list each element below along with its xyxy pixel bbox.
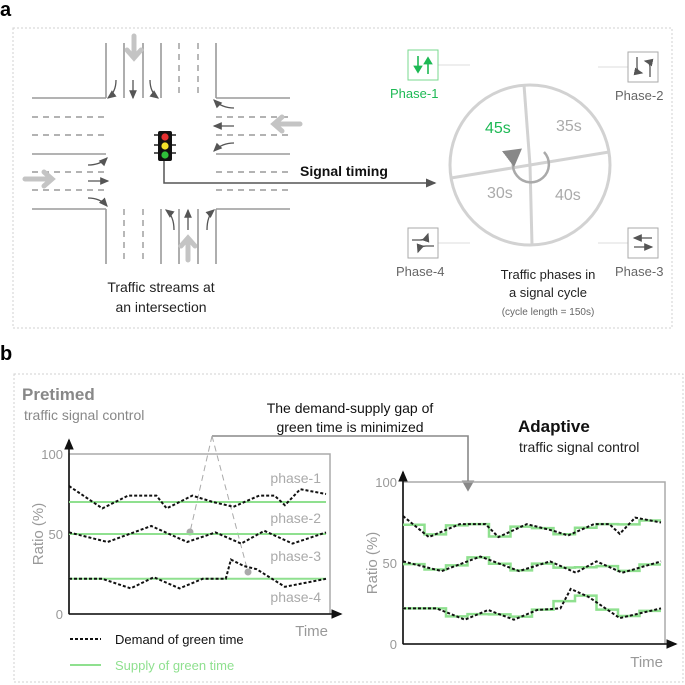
- signal-timing-arrow: [163, 161, 437, 188]
- y-tick-label: 100: [41, 447, 63, 462]
- demand-line: [68, 485, 327, 510]
- panel-a-frame: [12, 27, 673, 329]
- intersection-caption-1: Traffic streams at: [107, 279, 214, 295]
- phase-1-label: Phase-1: [390, 86, 438, 101]
- intersection-diagram: [22, 33, 437, 264]
- y-axis-label: Ratio (%): [364, 532, 381, 595]
- phase-3-label: Phase-3: [615, 264, 663, 279]
- north-south-left-turn-icon: [627, 51, 659, 83]
- east-west-through-icon: [627, 227, 659, 259]
- cycle-length: (cycle length = 150s): [502, 307, 595, 318]
- pretimed-chart: 0 50 100 Ratio (%) Time: [30, 438, 343, 640]
- phase-1-duration: 45s: [485, 120, 511, 137]
- phase-4-duration: 30s: [487, 185, 513, 202]
- pretimed-title: Pretimed: [22, 385, 95, 404]
- phase-4-line-label: phase-4: [270, 589, 321, 605]
- supply-step-line: [403, 519, 661, 538]
- demand-line: [402, 515, 662, 539]
- adaptive-title: Adaptive: [518, 417, 590, 436]
- y-tick-label: 0: [56, 607, 63, 622]
- demand-line: [402, 555, 662, 574]
- x-axis-label: Time: [295, 623, 328, 640]
- y-tick-label: 50: [49, 527, 63, 542]
- east-west-left-turn-icon: [407, 227, 439, 259]
- cycle-rotation-icon: [502, 148, 551, 184]
- supply-step-line: [403, 556, 661, 573]
- phase-3-duration: 40s: [555, 187, 581, 204]
- y-tick-label: 0: [390, 637, 397, 652]
- adaptive-chart: 0 50 100 Ratio (%) Time: [364, 470, 678, 671]
- cycle-caption-2: a signal cycle: [509, 285, 587, 300]
- demand-line: [403, 587, 662, 621]
- supply-step-line: [403, 594, 661, 618]
- legend-supply-label: Supply of green time: [115, 658, 234, 673]
- gap-pointer-lines: [189, 435, 249, 573]
- phase-2-line-label: phase-2: [270, 510, 321, 526]
- signal-cycle-wheel: [438, 64, 628, 247]
- x-axis-label: Time: [630, 654, 663, 671]
- pretimed-subtitle: traffic signal control: [24, 407, 144, 423]
- phase-1-line-label: phase-1: [270, 470, 321, 486]
- cycle-caption-1: Traffic phases in: [501, 267, 596, 282]
- y-tick-label: 100: [375, 475, 397, 490]
- north-south-through-icon: [407, 49, 439, 81]
- panel-b-frame: [13, 373, 684, 683]
- panel-a-label: a: [0, 0, 12, 21]
- intersection-caption-2: an intersection: [115, 299, 206, 315]
- phase-2-duration: 35s: [556, 118, 582, 135]
- phase-3-line-label: phase-3: [270, 548, 321, 564]
- y-axis-label: Ratio (%): [30, 503, 47, 566]
- callout-line-2: green time is minimized: [276, 419, 423, 435]
- panel-b-label: b: [0, 343, 12, 365]
- signal-timing-label: Signal timing: [300, 163, 388, 179]
- callout-arrow: [212, 435, 475, 492]
- gap-marker: [244, 568, 252, 576]
- legend-demand-label: Demand of green time: [115, 632, 244, 647]
- demand-line: [68, 524, 327, 545]
- callout-line-1: The demand-supply gap of: [267, 400, 434, 416]
- y-tick-label: 50: [383, 556, 397, 571]
- traffic-light-icon: [154, 131, 176, 161]
- adaptive-subtitle: traffic signal control: [519, 439, 639, 455]
- phase-4-label: Phase-4: [396, 264, 444, 279]
- phase-2-label: Phase-2: [615, 88, 663, 103]
